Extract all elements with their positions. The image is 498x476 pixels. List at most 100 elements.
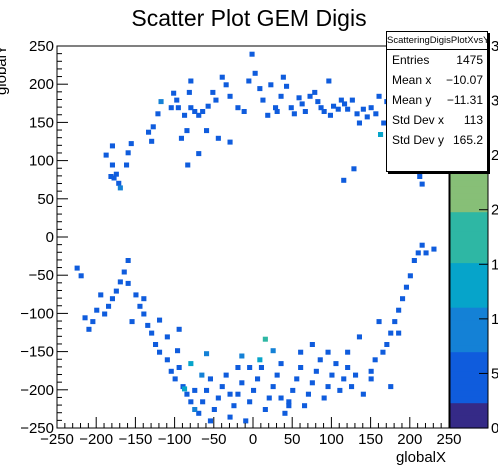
heatmap-cell (309, 342, 315, 347)
heatmap-cell (109, 143, 115, 149)
y-tick-label: 0 (46, 229, 54, 246)
color-scale-label: 15 (491, 256, 498, 273)
heatmap-cell (280, 74, 286, 80)
heatmap-cell (278, 93, 284, 99)
heatmap-cell (338, 97, 344, 103)
color-scale-step (450, 275, 488, 283)
heatmap-cell (192, 407, 198, 412)
color-scale-label: 25 (491, 147, 498, 164)
heatmap-cell (345, 349, 351, 355)
heatmap-cell (247, 399, 253, 405)
heatmap-cell (176, 365, 182, 370)
heatmap-cell (321, 109, 327, 114)
stats-value: 1475 (456, 53, 483, 67)
heatmap-cell (326, 78, 332, 84)
heatmap-cell (192, 109, 198, 114)
heatmap-cell (213, 97, 219, 103)
heatmap-cell (215, 135, 221, 141)
heatmap-cell (158, 99, 164, 105)
heatmap-cell (260, 97, 266, 103)
color-scale-step (450, 179, 488, 187)
heatmap-cell (157, 349, 163, 355)
heatmap-cell (349, 97, 355, 103)
heatmap-cell (307, 93, 313, 99)
heatmap-cell (335, 106, 341, 112)
color-scale-step (450, 230, 488, 238)
heatmap-cell (168, 368, 174, 374)
heatmap-cell (109, 162, 115, 168)
heatmap-cell (125, 280, 131, 286)
heatmap-cell (360, 106, 366, 112)
heatmap-cell (341, 177, 347, 183)
heatmap-cell (109, 296, 115, 302)
color-scale-step (450, 319, 488, 327)
heatmap-cell (204, 387, 210, 393)
heatmap-cell (294, 376, 300, 382)
stats-row-stddev-y: Std Dev y 165.2 (387, 130, 487, 150)
heatmap-cell (205, 103, 211, 109)
stats-label: Mean x (392, 73, 432, 87)
heatmap-cell (302, 109, 308, 114)
stats-value: −11.31 (446, 93, 483, 107)
heatmap-cell (90, 319, 96, 325)
stats-label: Mean y (392, 93, 432, 107)
heatmap-cell (164, 334, 170, 340)
color-scale-label: 5 (491, 365, 498, 382)
color-scale-step (450, 351, 488, 359)
color-scale-step (450, 396, 488, 404)
heatmap-cell (235, 105, 241, 111)
chart-title: Scatter Plot GEM Digis (131, 5, 366, 31)
stats-row-mean-y: Mean y −11.31 (387, 90, 487, 110)
heatmap-cell (149, 330, 155, 336)
heatmap-cell (337, 387, 343, 393)
heatmap-cell (274, 109, 280, 114)
heatmap-cell (290, 387, 296, 393)
color-scale-step (450, 415, 488, 423)
stats-label: Entries (392, 53, 430, 67)
stats-histogram-name: ScatteringDigisPlotXvsY (387, 32, 487, 50)
y-tick-label: −150 (20, 344, 54, 361)
color-scale-step (450, 358, 488, 365)
heatmap-cell (298, 365, 304, 370)
heatmap-cell (368, 368, 374, 374)
heatmap-cell (199, 372, 205, 378)
heatmap-cell (296, 95, 302, 101)
heatmap-cell (175, 348, 181, 354)
heatmap-cell (372, 357, 378, 363)
color-scale-step (450, 262, 488, 270)
heatmap-cell (98, 292, 104, 298)
heatmap-cell (150, 124, 156, 130)
heatmap-cell (125, 150, 131, 156)
heatmap-cell (407, 273, 413, 279)
y-tick-label: −200 (20, 382, 54, 399)
heatmap-cell (111, 175, 117, 181)
heatmap-cell (74, 265, 80, 271)
heatmap-cell (219, 74, 225, 80)
y-axis-label: globalY (0, 45, 10, 95)
heatmap-cell (186, 89, 192, 95)
heatmap-cell (125, 258, 131, 263)
heatmap-cell (94, 307, 100, 313)
heatmap-cell (106, 303, 112, 309)
color-scale-step (450, 211, 488, 219)
heatmap-cell (349, 384, 355, 390)
stats-value: 113 (463, 113, 483, 127)
color-scale-step (450, 364, 488, 372)
heatmap-cell (172, 376, 178, 382)
color-scale-step (450, 198, 488, 206)
heatmap-cell (175, 105, 181, 111)
y-tick-label: 100 (29, 153, 54, 170)
color-scale-step (450, 237, 488, 244)
heatmap-cell (184, 391, 190, 397)
heatmap-cell (223, 372, 229, 378)
x-tick-label: 0 (249, 431, 257, 448)
heatmap-cell (188, 361, 194, 367)
stats-value: −10.07 (445, 73, 483, 87)
heatmap-cell (388, 384, 394, 390)
heatmap-cell (182, 386, 188, 392)
heatmap-cell (298, 349, 304, 355)
heatmap-cell (146, 129, 152, 135)
heatmap-cell (188, 105, 194, 111)
x-tick-label: 200 (397, 431, 422, 448)
